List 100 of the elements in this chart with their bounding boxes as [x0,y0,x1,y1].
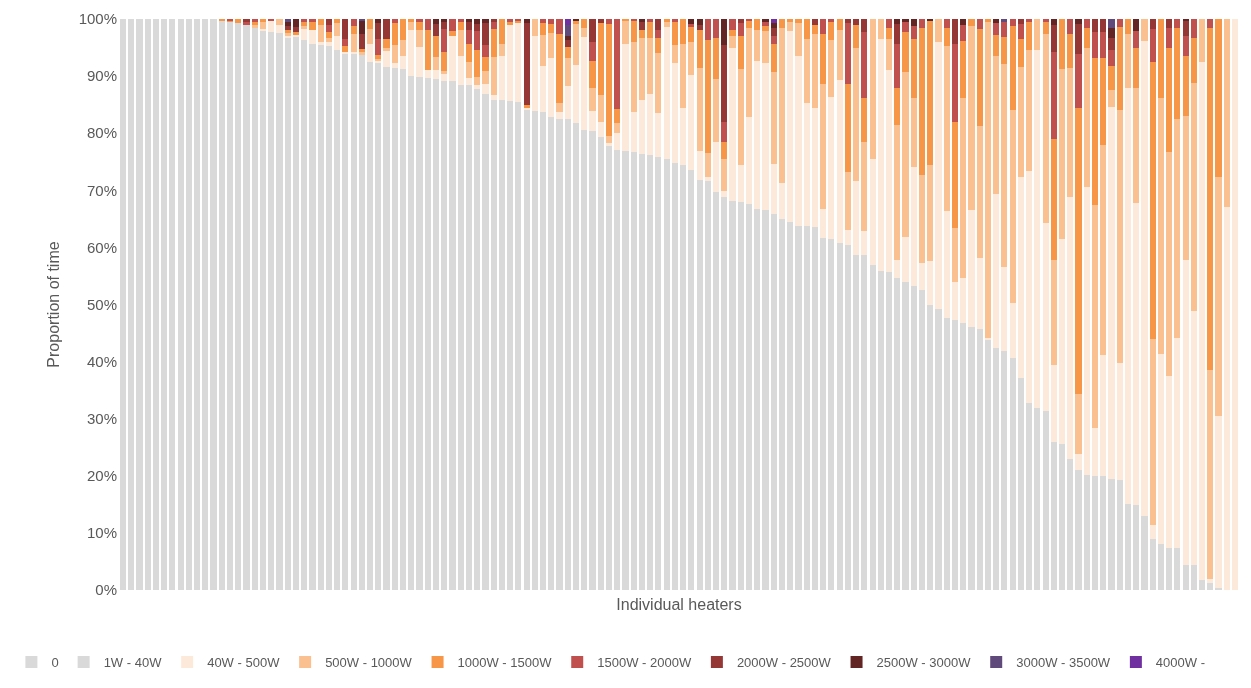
bar [1067,68,1074,197]
bar [432,69,440,79]
bar [366,43,374,63]
bar [317,42,324,45]
bar [589,19,596,42]
bar [548,19,555,24]
bar [1050,259,1057,366]
bar [655,53,662,113]
bar [680,44,687,108]
bar [614,149,621,590]
bar [1050,365,1057,443]
bar [325,32,332,38]
bar [647,38,654,94]
bar [894,19,901,24]
bar [1091,475,1099,590]
bar [1108,28,1115,38]
bar [259,30,267,590]
bar [976,257,983,330]
bar [729,201,736,590]
bar [1174,27,1181,119]
bar [745,116,753,204]
bar [1009,19,1016,26]
bar [474,76,481,86]
y-tick-label: 0% [95,581,117,599]
bar [474,50,481,77]
bar [161,19,168,590]
bar [515,102,522,590]
bar [1017,66,1024,177]
bar [984,19,992,22]
bar [177,19,184,590]
bar [1174,547,1181,590]
bar [1182,56,1189,117]
bar [1190,82,1197,311]
bar [1042,21,1049,34]
bar [432,56,440,70]
bar [424,29,431,71]
bar [1215,587,1222,590]
bar [1157,353,1165,545]
bar [1001,22,1008,37]
bar [597,95,604,122]
bar [1075,453,1082,471]
bar [1001,36,1008,65]
legend-label: 1500W - 2000W [597,655,692,671]
bar [482,56,489,71]
bar [1100,475,1107,590]
y-tick-label: 90% [86,67,117,85]
bar [490,95,497,101]
bar [984,339,992,590]
bar [498,44,505,56]
bar [276,24,283,34]
bar [1116,19,1123,27]
bar [622,44,629,151]
bar [968,327,975,590]
bar [284,37,291,590]
bar [589,110,596,132]
bar [918,174,926,264]
bar [408,76,415,590]
bar [737,165,744,202]
bar [276,33,283,590]
bar [572,122,580,590]
bar [943,28,950,47]
y-axis-title: Proportion of time [44,241,62,368]
bar [993,194,1000,349]
bar [1017,39,1024,67]
bar [943,46,950,212]
bar [1215,177,1222,416]
bar [1190,310,1197,566]
legend-label: 3000W - 3500W [1016,655,1111,671]
bar [564,118,571,590]
bar [482,70,489,85]
bar [910,38,917,99]
bar [605,19,613,24]
bar [416,76,423,590]
bar [836,29,843,80]
bar [325,46,332,590]
bar [803,38,810,104]
bar [375,23,382,40]
bar [1199,580,1206,590]
bar [704,177,711,182]
bar [910,98,917,168]
bar [696,180,703,590]
bar [704,19,711,41]
bar [663,26,670,160]
bar [778,28,786,183]
bar [548,23,555,33]
bar [688,41,695,75]
bar [614,19,621,109]
bar [334,49,341,590]
bar [976,125,983,258]
bar [1174,337,1181,548]
bar [762,25,769,31]
bar [432,78,440,590]
bar [474,23,481,31]
bar [993,56,1000,195]
bar [325,24,332,33]
bar [375,19,382,24]
bar [416,19,423,23]
bar [441,73,448,81]
bar [1215,415,1222,588]
bar [721,197,728,590]
